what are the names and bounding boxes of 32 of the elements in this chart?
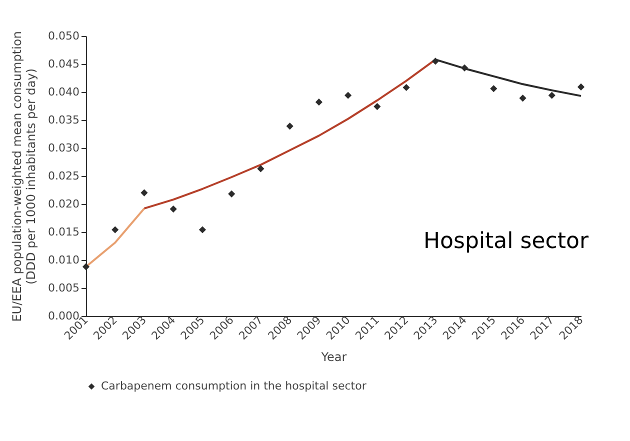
y-tick-label: 0.050 [48, 30, 80, 42]
point [198, 226, 206, 234]
y-axis-title: EU/EEA population-weighted mean consumption (DDD per 1000 inhabitants per day) [10, 31, 38, 322]
point [286, 122, 294, 130]
point [315, 98, 322, 106]
point [257, 165, 264, 172]
point [170, 206, 177, 213]
y-tick-label: 0.040 [48, 86, 80, 98]
y-tick-label: 0.030 [48, 142, 80, 154]
point [112, 226, 119, 234]
legend-label: Carbapenem consumption in the hospital sector [101, 380, 367, 392]
annotation: Hospital sector [424, 229, 590, 254]
point [140, 189, 148, 196]
y-tick-label: 0.025 [48, 170, 80, 182]
x-axis-title: Year [320, 350, 347, 364]
point [432, 58, 439, 65]
point [548, 92, 556, 99]
point [344, 92, 352, 99]
y-tick-label: 0.035 [48, 114, 80, 126]
point [402, 84, 410, 92]
y-tick-label: 0.020 [48, 198, 80, 210]
point [228, 190, 236, 198]
point [374, 103, 381, 110]
point [82, 263, 90, 270]
point [490, 85, 498, 92]
point [519, 94, 526, 102]
y-tick-label: 0.015 [48, 226, 80, 238]
point [577, 83, 585, 90]
y-tick-label: 0.005 [48, 282, 80, 294]
y-tick-label: 0.010 [48, 254, 80, 266]
point [460, 64, 468, 72]
y-tick-label: 0.045 [48, 58, 80, 70]
